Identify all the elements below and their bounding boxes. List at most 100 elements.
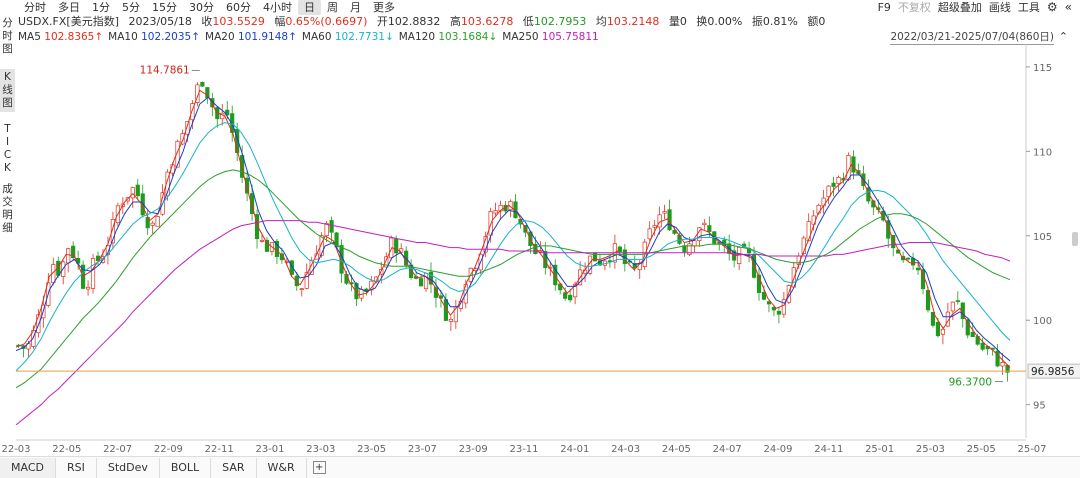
candle-body xyxy=(85,286,91,290)
ma-line-ma250 xyxy=(15,220,1011,426)
candle-body xyxy=(553,264,558,286)
low-label: 低 xyxy=(522,15,534,28)
gear-icon[interactable]: ⚙ xyxy=(1046,0,1058,14)
candle-body xyxy=(573,283,578,298)
ma-label-3: MA60 xyxy=(301,31,335,43)
candle-body xyxy=(707,225,712,232)
y-tick-label-0: 115 xyxy=(1033,63,1052,74)
candle-body xyxy=(906,257,911,260)
tab-3[interactable]: 5分 xyxy=(122,1,140,14)
ma-label-5: MA250 xyxy=(502,31,542,43)
tab-2[interactable]: 1分 xyxy=(92,1,110,14)
candle-body xyxy=(970,331,975,338)
tab-11[interactable]: 更多 xyxy=(373,1,395,14)
x-tick-label-10: 23-11 xyxy=(509,444,538,455)
ma-value-0: 102.8365↑ xyxy=(44,31,104,43)
candle-body xyxy=(240,155,245,178)
amount-value: 0 xyxy=(818,15,826,28)
candle-body xyxy=(756,274,762,293)
candle-body xyxy=(190,103,195,121)
indicator-tab-sar[interactable]: SAR xyxy=(211,457,257,478)
y-tick-label-2: 105 xyxy=(1033,232,1052,243)
candle-body xyxy=(533,243,538,255)
tab-7[interactable]: 4小时 xyxy=(263,1,292,14)
vol-value: 0 xyxy=(679,15,687,28)
ma-value-1: 102.2035↑ xyxy=(141,31,201,43)
symbol-name: USDX.FX[美元指数] xyxy=(18,15,119,28)
tab-10[interactable]: 月 xyxy=(350,1,361,14)
tab-4[interactable]: 15分 xyxy=(152,1,177,14)
candle-body xyxy=(319,235,324,256)
open-label: 开 xyxy=(376,15,388,28)
x-tick-label-3: 22-09 xyxy=(154,444,183,455)
add-indicator-icon[interactable]: + xyxy=(312,461,326,474)
x-tick-label-12: 24-03 xyxy=(611,444,640,455)
overlay-button[interactable]: 超级叠加 xyxy=(937,1,982,14)
candle-body xyxy=(836,176,841,184)
x-tick-label-11: 24-01 xyxy=(560,444,589,455)
close-value: 103.5529 xyxy=(212,15,265,28)
candle-body xyxy=(647,228,652,240)
open-value: 102.8832 xyxy=(387,15,441,28)
chevron-up-icon[interactable]: ⌃ xyxy=(1058,30,1068,43)
ma-value-5: 105.75811 xyxy=(541,31,599,43)
candle-body xyxy=(110,219,116,244)
tab-1[interactable]: 多日 xyxy=(58,1,80,14)
candle-body xyxy=(1000,362,1005,367)
tab-0[interactable]: 分时 xyxy=(24,1,46,14)
chg-label: 幅 xyxy=(274,15,286,28)
candle-body xyxy=(687,243,692,255)
indicator-tab-stddev[interactable]: StdDev xyxy=(97,457,160,478)
candle-body xyxy=(66,248,71,264)
left-nav-0[interactable]: 分时图 xyxy=(2,17,13,55)
candle-body xyxy=(259,240,265,242)
candle-body xyxy=(771,306,777,311)
tab-9[interactable]: 周 xyxy=(327,1,338,14)
left-nav-3[interactable]: 成交明细 xyxy=(2,183,13,234)
candle-body xyxy=(886,220,891,239)
candle-body xyxy=(264,239,270,252)
candle-body xyxy=(702,222,707,226)
x-tick-label-9: 23-09 xyxy=(459,444,488,455)
candle-body xyxy=(657,214,662,228)
candle-body xyxy=(901,256,906,261)
amount-label: 额 xyxy=(807,15,819,28)
tools-button[interactable]: 工具 xyxy=(1017,1,1040,14)
y-tick-label-4: 95 xyxy=(1033,401,1046,412)
candle-body xyxy=(418,278,424,287)
last-price-box xyxy=(1027,363,1080,379)
candle-body xyxy=(354,283,359,300)
double-chevron-left-icon[interactable]: « xyxy=(1064,0,1072,14)
indicator-tab-rsi[interactable]: RSI xyxy=(56,457,97,478)
candle-body xyxy=(384,256,389,268)
candle-body xyxy=(891,234,896,249)
kline-chart[interactable]: 115 110 105 100 95 22-03 22-05 22-07 22-09 22-11 2… xyxy=(0,0,1080,456)
date-range-selector[interactable]: 2022/03/21-2025/07/04(860日) xyxy=(890,31,1054,45)
indicator-tab-boll[interactable]: BOLL xyxy=(160,457,212,478)
tab-8[interactable]: 日 xyxy=(298,0,321,15)
candle-body xyxy=(394,238,399,254)
y-tick-label-1: 110 xyxy=(1033,147,1052,158)
indicator-tab-macd[interactable]: MACD xyxy=(0,457,56,478)
candle-body xyxy=(761,291,767,300)
tab-6[interactable]: 60分 xyxy=(226,1,251,14)
close-label: 收 xyxy=(201,15,213,28)
candle-body xyxy=(200,81,205,87)
avg-value: 103.2148 xyxy=(606,15,660,28)
ma-line-ma120 xyxy=(15,169,1011,389)
amp-label: 振 xyxy=(751,15,763,28)
indicator-tab-wr[interactable]: W&R xyxy=(257,457,307,478)
candle-body xyxy=(568,294,573,301)
ma-value-2: 101.9148↑ xyxy=(237,31,297,43)
candle-body xyxy=(915,267,921,271)
no-adjust-button[interactable]: 不复权 xyxy=(897,1,931,14)
f9-button[interactable]: F9 xyxy=(877,1,891,14)
candle-body xyxy=(826,185,831,198)
amp-value: 0.81% xyxy=(762,15,798,28)
turnover-label: 换 xyxy=(696,15,708,28)
tab-5[interactable]: 30分 xyxy=(189,1,214,14)
candle-body xyxy=(980,342,985,350)
draw-line-button[interactable]: 画线 xyxy=(988,1,1011,14)
